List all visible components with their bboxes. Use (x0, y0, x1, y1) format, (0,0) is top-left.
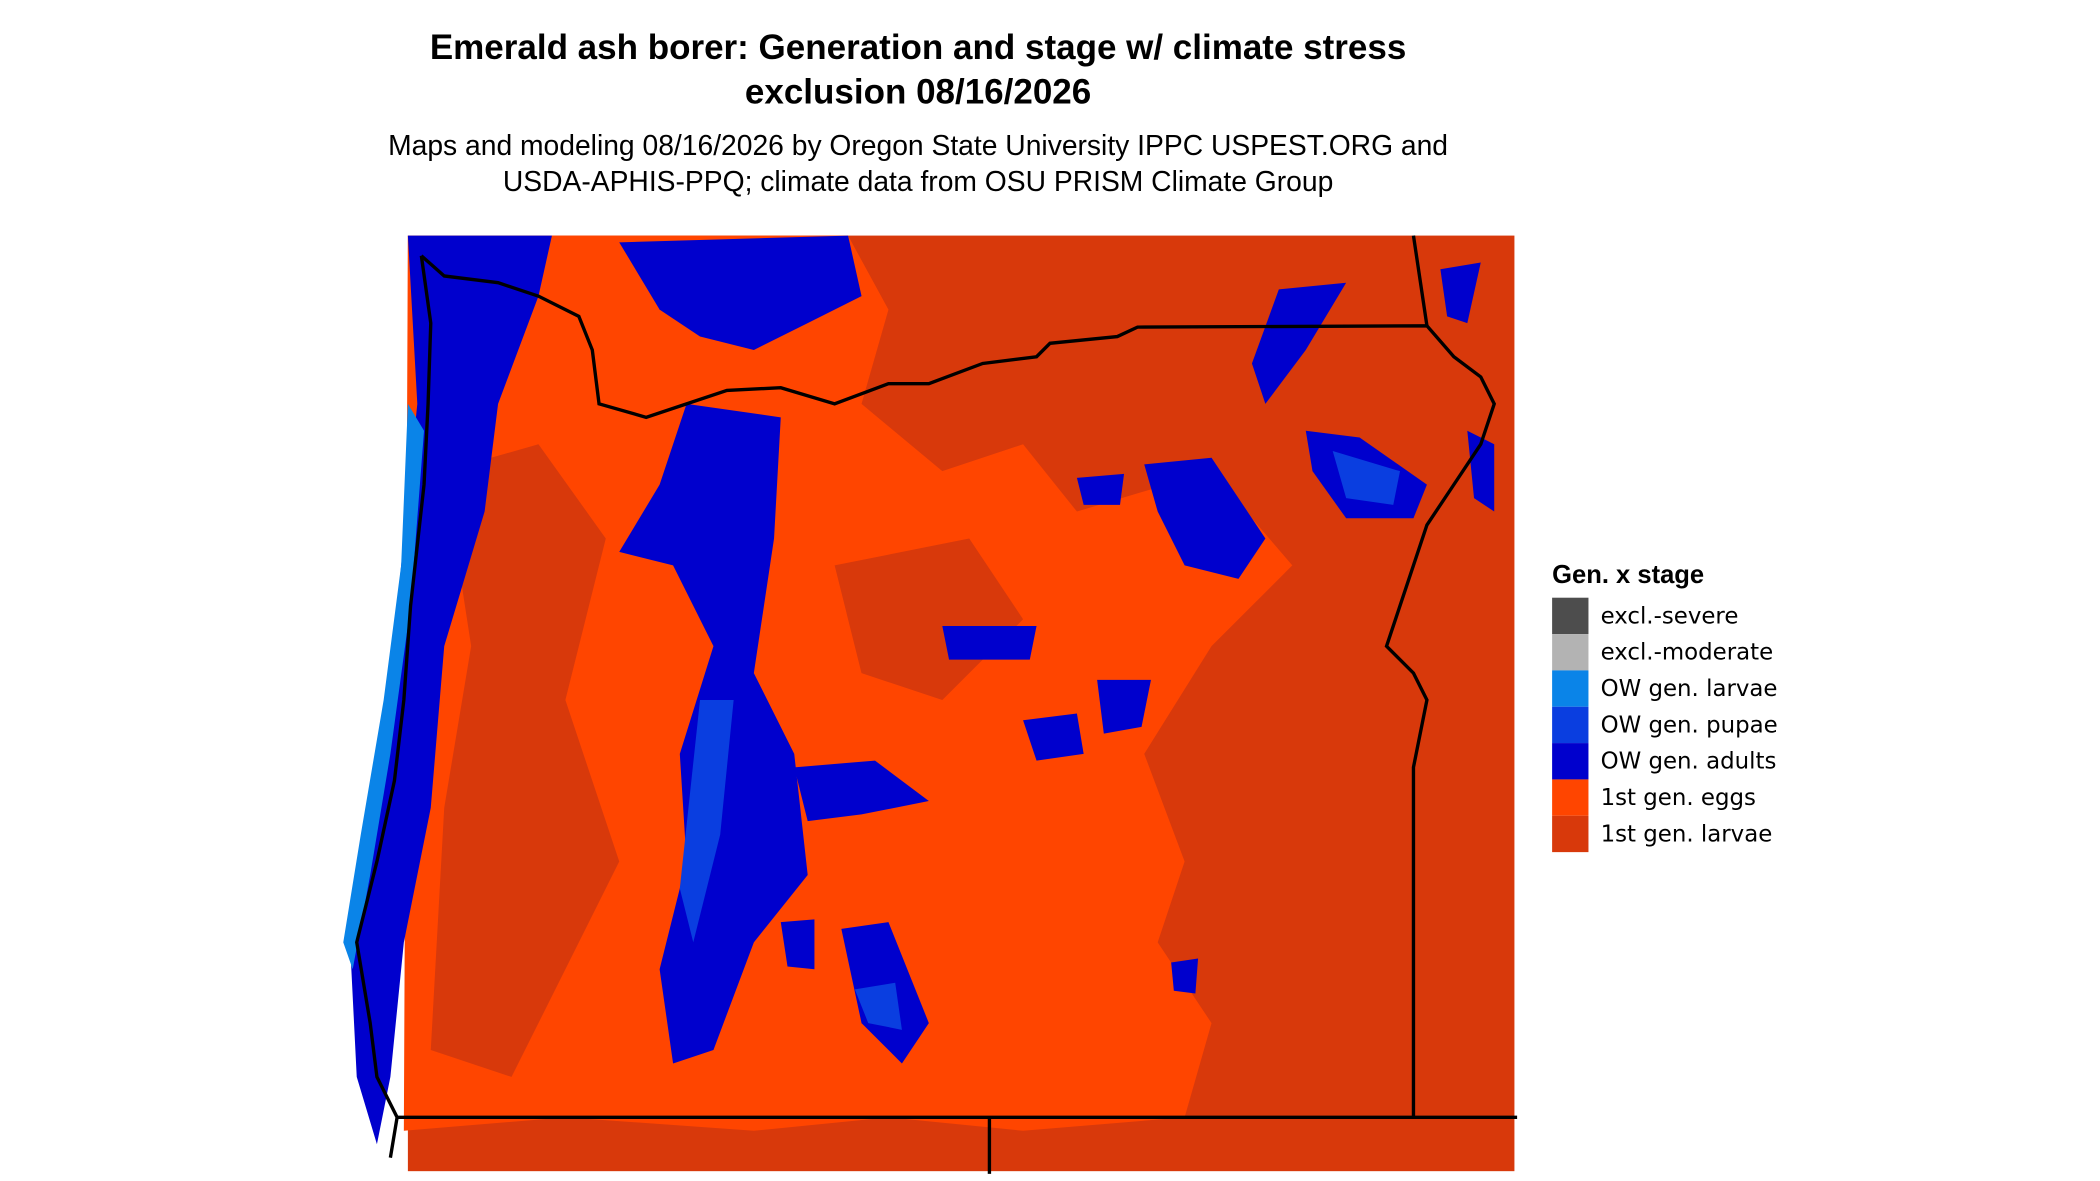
legend: excl.-severe excl.-moderate OW gen. larvae… (1552, 597, 1778, 853)
legend-label: 1st gen. eggs (1601, 785, 1756, 811)
legend-swatch (1552, 706, 1589, 744)
title-line: Emerald ash borer: Generation and stage … (430, 28, 1406, 67)
subtitle-line: Maps and modeling 08/16/2026 by Oregon S… (388, 129, 1448, 161)
legend-swatch (1552, 815, 1589, 853)
legend-label: OW gen. larvae (1601, 676, 1778, 702)
legend-label: 1st gen. larvae (1601, 821, 1773, 847)
map (343, 235, 1518, 1174)
subtitle-line: USDA-APHIS-PPQ; climate data from OSU PR… (503, 165, 1333, 197)
legend-label: excl.-moderate (1601, 640, 1774, 666)
legend-label: excl.-severe (1601, 603, 1739, 629)
legend-swatch (1552, 779, 1589, 816)
legend-label: OW gen. pupae (1601, 712, 1778, 738)
legend-swatch (1552, 670, 1589, 707)
legend-title: Gen. x stage (1552, 561, 1704, 589)
title-line: exclusion 08/16/2026 (745, 73, 1091, 112)
legend-label: OW gen. adults (1601, 749, 1777, 775)
legend-swatch (1552, 597, 1589, 635)
legend-swatch (1552, 634, 1589, 671)
legend-swatch (1552, 743, 1589, 780)
